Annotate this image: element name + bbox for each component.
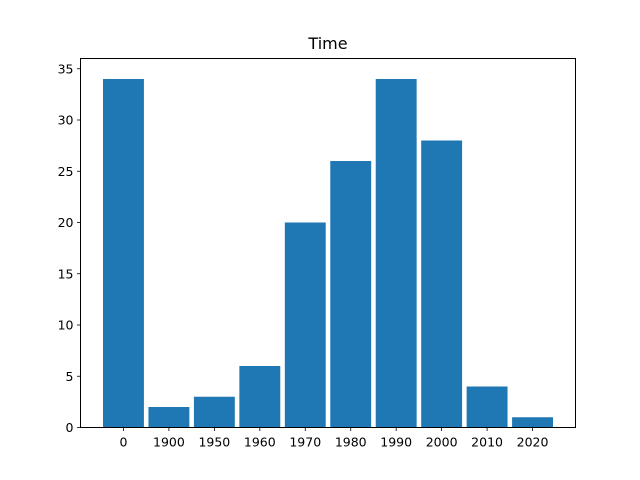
y-tick-label-10: 10 — [58, 318, 74, 333]
bar-0 — [103, 79, 144, 428]
x-tick-label-1960: 1960 — [244, 435, 276, 450]
x-tick-label-1950: 1950 — [198, 435, 230, 450]
plot-frame — [80, 58, 576, 428]
y-tick-label-25: 25 — [58, 164, 74, 179]
x-tick-label-1980: 1980 — [335, 435, 367, 450]
y-tick-label-35: 35 — [58, 61, 74, 76]
x-axis: 0 1900 1950 1960 1970 1980 1990 2000 2010 2020 — [119, 427, 549, 450]
x-tick-label-2020: 2020 — [517, 435, 549, 450]
y-tick-label-30: 30 — [58, 113, 74, 128]
x-tick-label-2000: 2000 — [426, 435, 458, 450]
bar-1950 — [193, 396, 235, 428]
y-axis: 0 5 10 15 20 25 30 35 — [58, 61, 81, 435]
bar-2000 — [421, 140, 463, 428]
bar-1970 — [284, 222, 326, 428]
bar-1900 — [148, 407, 190, 428]
x-tick-label-1970: 1970 — [289, 435, 321, 450]
bar-group — [103, 79, 553, 428]
bar-2010 — [466, 386, 508, 428]
bar-1980 — [330, 161, 372, 428]
x-tick-label-1990: 1990 — [380, 435, 412, 450]
x-tick-label-2010: 2010 — [471, 435, 503, 450]
y-tick-label-20: 20 — [58, 215, 74, 230]
bar-1960 — [239, 366, 281, 428]
x-tick-label-1900: 1900 — [153, 435, 185, 450]
y-tick-label-0: 0 — [66, 420, 74, 435]
bar-1990 — [375, 79, 417, 428]
chart-title: Time — [307, 34, 347, 53]
y-tick-label-15: 15 — [58, 266, 74, 281]
y-tick-label-5: 5 — [66, 369, 74, 384]
bar-2020 — [512, 417, 553, 428]
x-tick-label-0: 0 — [119, 435, 127, 450]
